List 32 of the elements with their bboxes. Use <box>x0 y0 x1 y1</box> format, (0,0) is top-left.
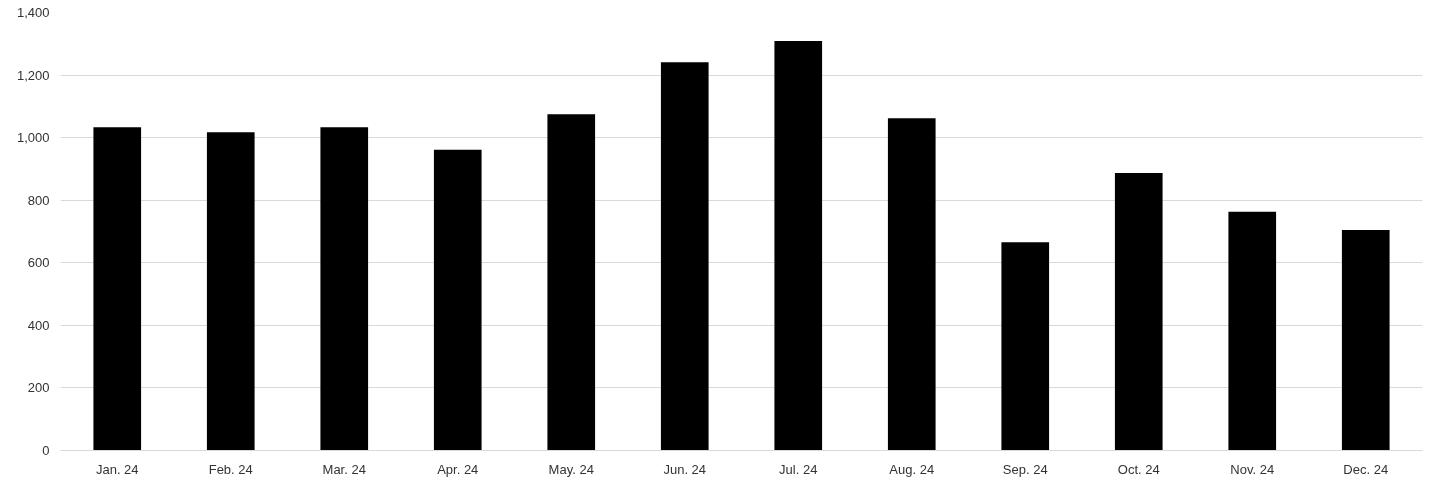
x-tick-label: Jun. 24 <box>663 461 707 477</box>
bar <box>1228 211 1277 451</box>
bar <box>93 127 142 451</box>
x-tick-label: May. 24 <box>548 461 594 477</box>
x-tick-label: Apr. 24 <box>437 461 479 477</box>
x-tick-label: Dec. 24 <box>1343 461 1389 477</box>
y-tick-label: 1,000 <box>16 130 50 146</box>
bar <box>1001 242 1050 451</box>
y-tick-label: 0 <box>42 443 50 458</box>
y-tick-label: 600 <box>27 255 50 271</box>
y-tick-label: 1,400 <box>16 5 50 20</box>
bar <box>547 114 596 451</box>
y-tick-label: 800 <box>27 192 50 208</box>
y-tick-label: 400 <box>27 317 50 333</box>
bar <box>1114 173 1163 451</box>
bar <box>660 62 709 451</box>
x-tick-label: Nov. 24 <box>1230 461 1275 477</box>
y-tick-label: 200 <box>27 380 50 396</box>
x-tick-label: Mar. 24 <box>322 461 366 477</box>
bar <box>206 132 255 451</box>
x-tick-label: Jul. 24 <box>779 461 818 477</box>
bar <box>887 118 936 451</box>
bar <box>320 127 369 451</box>
x-tick-label: Oct. 24 <box>1117 461 1160 477</box>
x-tick-label: Sep. 24 <box>1002 461 1048 477</box>
bar <box>433 149 482 451</box>
x-tick-label: Feb. 24 <box>208 461 253 477</box>
bar <box>1341 229 1390 451</box>
x-tick-label: Jan. 24 <box>95 461 139 477</box>
y-tick-label: 1,200 <box>16 67 50 83</box>
x-tick-label: Aug. 24 <box>889 461 935 477</box>
bar <box>774 40 823 451</box>
